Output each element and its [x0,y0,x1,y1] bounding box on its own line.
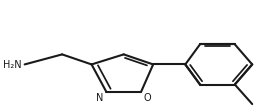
Text: O: O [144,92,152,102]
Text: H₂N: H₂N [3,60,22,70]
Text: N: N [96,92,104,102]
